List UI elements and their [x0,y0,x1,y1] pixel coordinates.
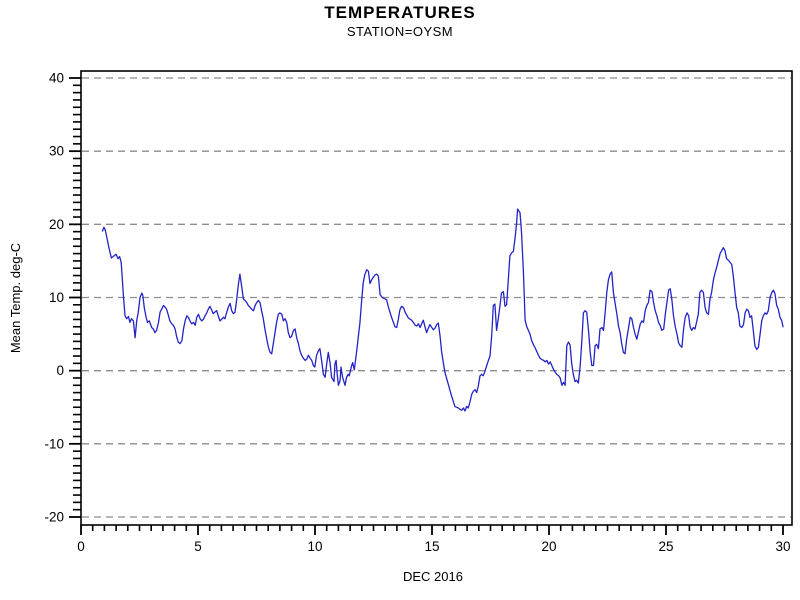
x-tick-label: 15 [424,539,439,554]
x-tick-label: 25 [658,539,673,554]
chart-subtitle: STATION=OYSM [347,24,453,39]
plot-generated-content: 40 30 20 10 0 -10 -20 0 5 10 15 20 25 30 [44,70,793,554]
y-tick-label: 30 [49,144,64,159]
y-tick-label: 0 [56,363,64,378]
x-tick-label: 20 [541,539,556,554]
y-tick-label: -10 [44,436,64,451]
x-axis-title: DEC 2016 [403,569,463,584]
x-tick-label: 30 [775,539,790,554]
y-tick-label: 20 [49,217,64,232]
x-tick-label: 0 [77,539,85,554]
chart-title: TEMPERATURES [324,3,475,22]
y-axis-title: Mean Temp. deg-C [8,243,23,353]
y-tick-label: 10 [49,290,64,305]
temperature-line [101,208,784,412]
y-tick-label: -20 [44,510,64,525]
x-tick-label: 5 [194,539,202,554]
y-tick-label: 40 [49,71,64,86]
x-tick-label: 10 [307,539,322,554]
